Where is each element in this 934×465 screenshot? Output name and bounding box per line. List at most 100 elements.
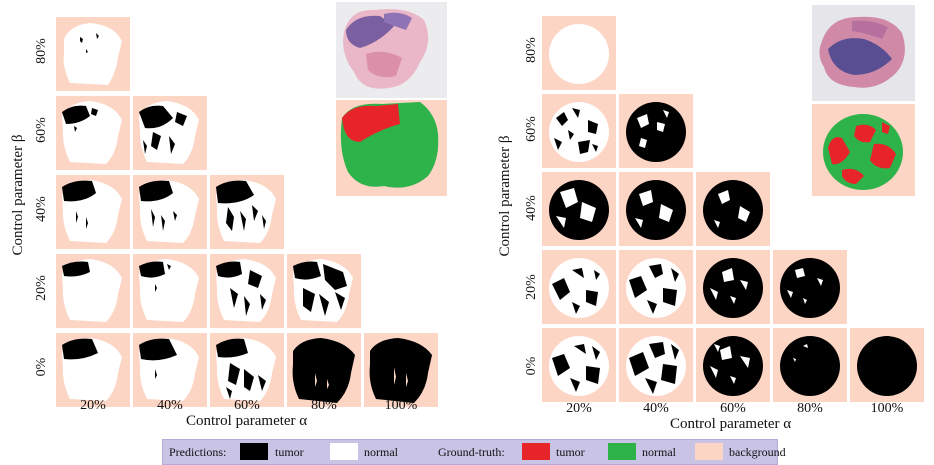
prediction-map xyxy=(549,180,609,240)
tile-b80-a20 xyxy=(56,17,130,91)
prediction-map xyxy=(139,180,199,243)
prediction-map xyxy=(780,336,840,396)
he-slide-image xyxy=(812,5,915,101)
tile-b20-a20 xyxy=(56,254,130,328)
tile-b40-a60 xyxy=(696,172,770,246)
prediction-map xyxy=(62,180,122,243)
prediction-map xyxy=(626,336,686,396)
tile-b0-a20 xyxy=(542,328,616,402)
prediction-map xyxy=(216,338,276,401)
prediction-map xyxy=(216,180,276,243)
legend-background-label: background xyxy=(729,445,786,459)
tile-b0-a60 xyxy=(696,328,770,402)
prediction-map xyxy=(139,259,199,322)
legend: Predictions: tumor normal Ground-truth: … xyxy=(162,439,786,465)
tile-b40-a40 xyxy=(133,175,207,249)
col-label-80: 80% xyxy=(797,401,823,416)
legend-ground-truth-label: Ground-truth: xyxy=(438,445,505,459)
col-label-100: 100% xyxy=(384,398,418,413)
tile-b40-a60 xyxy=(210,175,284,249)
prediction-map xyxy=(292,338,355,403)
prediction-map xyxy=(139,338,199,401)
he-slide-image xyxy=(336,2,447,98)
row-label-0: 0% xyxy=(34,357,49,377)
tile-b20-a40 xyxy=(619,250,693,324)
tile-b40-a20 xyxy=(56,175,130,249)
legend-swatch-pred-normal xyxy=(330,443,358,460)
tile-b20-a80 xyxy=(773,250,847,324)
row-label-80: 80% xyxy=(34,38,49,64)
tile-b60-a40 xyxy=(133,96,207,170)
legend-gt-normal-label: normal xyxy=(642,445,676,459)
row-label-20: 20% xyxy=(34,275,49,301)
prediction-map xyxy=(703,180,763,240)
tile-b60-a40 xyxy=(619,94,693,168)
tile-b0-a80 xyxy=(773,328,847,402)
row-label-40: 40% xyxy=(34,196,49,222)
prediction-map xyxy=(703,258,763,318)
legend-gt-tumor-label: tumor xyxy=(556,445,585,459)
col-label-20: 20% xyxy=(80,398,106,413)
prediction-map xyxy=(549,24,609,84)
tile-b20-a60 xyxy=(696,250,770,324)
tile-b40-a40 xyxy=(619,172,693,246)
legend-pred-normal-label: normal xyxy=(364,445,398,459)
prediction-map xyxy=(216,259,276,322)
tile-b20-a40 xyxy=(133,254,207,328)
prediction-map xyxy=(549,336,609,396)
y-axis-label: Control parameter β xyxy=(10,134,26,256)
prediction-map xyxy=(62,101,122,164)
tile-b20-a80 xyxy=(287,254,361,328)
row-label-60: 60% xyxy=(34,117,49,143)
col-label-100: 100% xyxy=(870,401,904,416)
prediction-map xyxy=(549,258,609,318)
prediction-map xyxy=(626,102,686,162)
tile-b0-a80 xyxy=(287,333,361,407)
col-label-60: 60% xyxy=(234,398,260,413)
prediction-map xyxy=(626,258,686,318)
tile-b20-a60 xyxy=(210,254,284,328)
legend-swatch-gt-tumor xyxy=(522,443,550,460)
tile-b80-a20 xyxy=(542,16,616,90)
row-label-40: 40% xyxy=(524,195,539,221)
prediction-map xyxy=(780,258,840,318)
tile-b0-a40 xyxy=(133,333,207,407)
tile-b0-a100 xyxy=(364,333,438,407)
col-label-60: 60% xyxy=(720,401,746,416)
prediction-map xyxy=(293,259,353,322)
legend-predictions-label: Predictions: xyxy=(169,445,227,459)
tile-b0-a100 xyxy=(850,328,924,402)
row-label-60: 60% xyxy=(524,116,539,142)
tile-b0-a60 xyxy=(210,333,284,407)
legend-swatch-pred-tumor xyxy=(240,443,268,460)
col-label-40: 40% xyxy=(643,401,669,416)
row-label-20: 20% xyxy=(524,274,539,300)
ground-truth-map xyxy=(336,100,447,196)
x-axis-label: Control parameter α xyxy=(670,416,792,432)
prediction-map xyxy=(549,102,609,162)
col-label-40: 40% xyxy=(157,398,183,413)
prediction-map xyxy=(139,101,199,164)
tile-b0-a20 xyxy=(56,333,130,407)
prediction-map xyxy=(62,259,122,322)
col-label-20: 20% xyxy=(566,401,592,416)
legend-pred-tumor-label: tumor xyxy=(275,445,304,459)
prediction-map xyxy=(63,23,122,85)
right-panel: 80% 60% 40% 20% 0% Control parameter β xyxy=(467,0,934,435)
left-panel: 80% 60% 40% 20% 0% Control parameter β xyxy=(0,0,467,435)
tile-b20-a20 xyxy=(542,250,616,324)
prediction-map xyxy=(62,338,122,401)
x-axis-label: Control parameter α xyxy=(186,413,308,429)
tile-b60-a20 xyxy=(56,96,130,170)
ground-truth-map xyxy=(812,104,915,196)
prediction-map xyxy=(857,336,917,396)
row-label-0: 0% xyxy=(524,356,539,376)
col-label-80: 80% xyxy=(311,398,337,413)
prediction-map xyxy=(626,180,686,240)
tile-b60-a20 xyxy=(542,94,616,168)
y-axis-label: Control parameter β xyxy=(497,135,513,257)
tile-b40-a20 xyxy=(542,172,616,246)
prediction-map xyxy=(703,336,763,396)
tile-b0-a40 xyxy=(619,328,693,402)
legend-swatch-background xyxy=(695,443,723,460)
